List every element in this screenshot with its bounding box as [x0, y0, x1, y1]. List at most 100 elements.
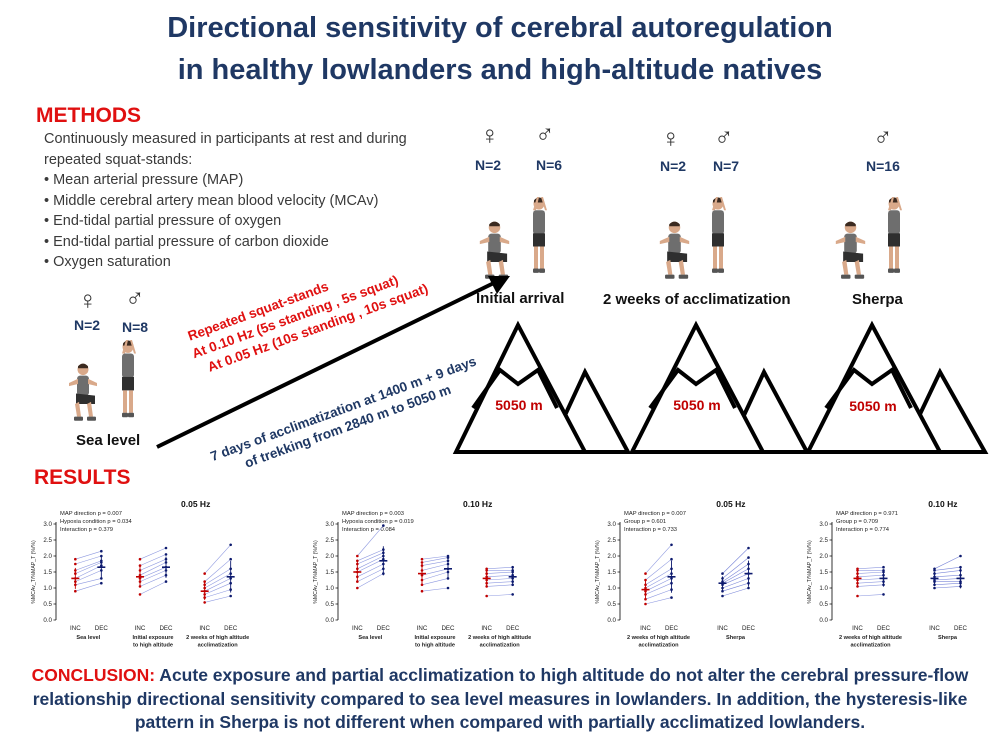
- data-point: [747, 546, 750, 550]
- data-point: [446, 586, 450, 590]
- data-point: [420, 583, 424, 587]
- participant-line: [139, 558, 167, 571]
- mountain-icon: [452, 320, 632, 454]
- data-point: [164, 553, 168, 556]
- participant-line: [722, 582, 749, 592]
- x-tick-label: DEC: [954, 625, 968, 632]
- participant-line: [645, 589, 672, 600]
- data-group: [200, 543, 235, 604]
- chart-title: 0.05 Hz: [716, 499, 745, 509]
- participant-line: [857, 571, 884, 574]
- participant-line: [486, 581, 513, 584]
- participant-line: [139, 562, 167, 576]
- data-point: [747, 586, 750, 590]
- chart-stat: Interaction p = 0.084: [342, 527, 396, 533]
- y-tick-label: 2.0: [819, 553, 828, 560]
- participant-line: [421, 563, 449, 571]
- conclusion: CONCLUSION: Acute exposure and partial a…: [0, 664, 1000, 735]
- participant-line: [139, 547, 167, 560]
- data-point: [420, 557, 424, 561]
- participant-line: [357, 573, 384, 589]
- participant-line: [722, 568, 749, 584]
- data-point: [203, 572, 206, 575]
- y-tick-label: 0.5: [325, 601, 334, 608]
- participant-line: [934, 570, 961, 574]
- x-tick-label: DEC: [742, 625, 756, 632]
- participant-line: [204, 578, 231, 592]
- data-point: [446, 554, 450, 558]
- squatting-person-icon: [835, 221, 866, 279]
- poster-title-line1: Directional sensitivity of cerebral auto…: [167, 12, 833, 44]
- participant-line: [722, 578, 749, 589]
- participant-line: [645, 582, 672, 595]
- group-label: Sea level: [358, 635, 382, 641]
- chart-2: 0.10 Hz MAP direction p = 0.003 Hypoxia co…: [313, 499, 531, 649]
- data-group: [353, 524, 388, 590]
- y-tick-label: 1.5: [607, 569, 616, 576]
- participant-line: [857, 574, 884, 578]
- data-group: [930, 554, 965, 590]
- data-point: [229, 543, 232, 547]
- data-point: [229, 594, 232, 598]
- x-tick-label: DEC: [224, 625, 238, 632]
- group-label: 2 weeks of high altitude: [186, 635, 249, 641]
- y-tick-label: 2.5: [819, 537, 828, 544]
- sherpa-male-n: N=16: [866, 158, 900, 174]
- conclusion-line2: relationship directional sensitivity com…: [32, 688, 968, 709]
- participant-line: [934, 582, 961, 586]
- data-point: [933, 567, 936, 571]
- participant-line: [204, 568, 231, 586]
- x-tick-label: INC: [70, 625, 81, 632]
- data-point: [74, 589, 77, 593]
- chart-stat: Group p = 0.601: [624, 519, 666, 525]
- initial-arrival-female-n: N=2: [475, 157, 502, 173]
- data-point: [229, 557, 232, 561]
- participant-line: [645, 597, 672, 605]
- y-axis-label: %MCAv_T/%MAP_T (%/%): [31, 540, 37, 604]
- y-tick-label: 3.0: [325, 521, 334, 528]
- participant-line: [645, 573, 672, 589]
- data-point: [74, 562, 77, 566]
- y-tick-label: 0.5: [819, 601, 828, 608]
- y-tick-label: 2.0: [43, 553, 52, 560]
- x-tick-label: DEC: [506, 625, 520, 632]
- participant-line: [934, 574, 961, 578]
- conclusion-line3: pattern in Sherpa is not different when …: [134, 712, 866, 732]
- x-tick-label: INC: [481, 625, 492, 632]
- data-point: [721, 594, 724, 598]
- male-symbol-icon: ♂: [535, 119, 555, 149]
- chart-4: 0.10 Hz MAP direction p = 0.971 Group p = …: [807, 499, 968, 649]
- y-tick-label: 3.0: [607, 521, 616, 528]
- y-tick-label: 3.0: [43, 521, 52, 528]
- group-label: Initial exposure: [414, 635, 455, 641]
- participant-line: [139, 570, 167, 582]
- methods-bullet: • End-tidal partial pressure of carbon d…: [44, 233, 329, 250]
- y-tick-label: 1.0: [819, 585, 828, 592]
- participant-line: [75, 578, 102, 586]
- participant-line: [139, 566, 167, 579]
- y-tick-label: 0.0: [325, 617, 334, 624]
- data-group: [482, 565, 517, 598]
- participant-line: [645, 558, 672, 581]
- x-tick-label: INC: [640, 625, 651, 632]
- standing-person-icon: [533, 197, 547, 273]
- results-heading: RESULTS: [34, 466, 131, 489]
- data-point: [747, 556, 750, 559]
- participant-line: [75, 562, 102, 574]
- data-point: [485, 567, 488, 571]
- participant-line: [934, 555, 961, 570]
- participant-line: [139, 574, 167, 587]
- group-label: Sherpa: [938, 635, 958, 641]
- data-point: [203, 601, 206, 604]
- group-label: to high altitude: [415, 643, 455, 649]
- altitude-label: 5050 m: [673, 397, 721, 413]
- y-axis-label: %MCAv_T/%MAP_T (%/%): [595, 540, 601, 604]
- group-label: 2 weeks of high altitude: [839, 635, 902, 641]
- participant-line: [139, 581, 167, 595]
- participant-line: [204, 582, 231, 595]
- data-point: [100, 581, 103, 585]
- standing-person-icon: [712, 197, 726, 273]
- data-point: [164, 546, 168, 550]
- participant-line: [486, 566, 513, 570]
- x-tick-label: DEC: [877, 625, 891, 632]
